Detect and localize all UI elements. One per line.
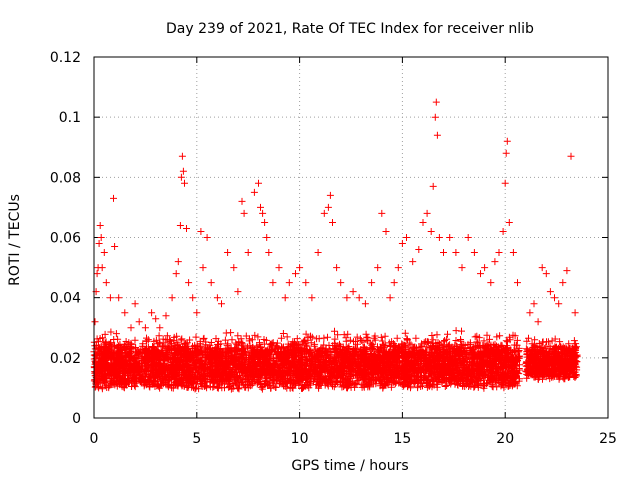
y-tick-label: 0.02	[50, 351, 81, 367]
data-point	[433, 331, 441, 339]
x-tick-label: 20	[496, 431, 514, 447]
data-point	[245, 337, 253, 345]
data-point	[192, 333, 200, 341]
data-point	[293, 335, 301, 343]
y-tick-label: 0.12	[50, 50, 81, 66]
data-point	[131, 336, 139, 344]
data-point	[377, 333, 385, 341]
data-point	[364, 334, 372, 342]
data-point	[107, 328, 115, 336]
data-point	[159, 335, 167, 343]
x-tick-label: 25	[599, 431, 617, 447]
data-point	[235, 385, 243, 393]
data-point	[359, 338, 367, 346]
data-point	[417, 343, 425, 351]
data-point	[334, 331, 342, 339]
data-point	[471, 333, 479, 341]
data-point	[200, 334, 208, 342]
y-tick-label: 0.08	[50, 170, 81, 186]
data-point	[403, 335, 411, 343]
data-point	[344, 330, 352, 338]
data-point	[417, 380, 425, 388]
data-point	[311, 345, 319, 353]
data-point	[112, 330, 120, 338]
data-point	[155, 332, 163, 340]
data-point	[511, 332, 519, 340]
data-point	[480, 337, 488, 345]
data-point	[238, 339, 246, 347]
data-point	[331, 327, 338, 335]
data-point	[346, 336, 354, 344]
data-point	[393, 334, 401, 342]
data-point	[150, 337, 158, 345]
data-point	[357, 337, 365, 344]
data-point	[234, 332, 242, 340]
data-point	[500, 384, 508, 392]
y-tick-label: 0.06	[50, 231, 81, 247]
y-tick-label: 0.04	[50, 291, 81, 307]
data-point	[385, 339, 393, 347]
data-point	[362, 330, 370, 338]
data-point	[169, 384, 177, 392]
data-point	[277, 334, 285, 342]
data-point	[515, 347, 523, 354]
data-point	[452, 327, 460, 335]
data-point	[227, 329, 235, 337]
y-tick-label: 0.1	[59, 110, 81, 126]
y-tick-label: 0	[72, 411, 81, 427]
chart-title: Day 239 of 2021, Rate Of TEC Index for r…	[166, 21, 534, 37]
data-point	[224, 340, 232, 348]
data-point	[248, 336, 256, 344]
data-point	[336, 340, 343, 348]
x-tick-label: 0	[90, 431, 99, 447]
data-point	[452, 337, 460, 344]
data-point	[428, 332, 436, 339]
data-point	[444, 330, 451, 338]
x-tick-label: 15	[393, 431, 411, 447]
data-point	[352, 379, 360, 387]
data-points	[90, 98, 581, 393]
data-point	[363, 333, 371, 341]
x-tick-label: 5	[192, 431, 201, 447]
data-point	[254, 333, 262, 341]
x-tick-label: 10	[291, 431, 309, 447]
axis-ticks: 0 5 10 15 20 25 0 0.02 0.04 0.06 0.08 0.1 0.12	[50, 50, 617, 447]
data-point	[502, 337, 510, 345]
data-point	[163, 332, 171, 340]
data-point	[177, 336, 185, 344]
data-point	[441, 383, 449, 390]
data-point	[223, 341, 231, 349]
data-point	[283, 333, 291, 341]
data-point	[308, 333, 316, 341]
y-axis-label: ROTI / TECUs	[7, 194, 23, 286]
data-point	[279, 330, 287, 337]
data-point	[324, 333, 331, 341]
data-point	[251, 331, 259, 339]
x-axis-label: GPS time / hours	[291, 458, 408, 474]
